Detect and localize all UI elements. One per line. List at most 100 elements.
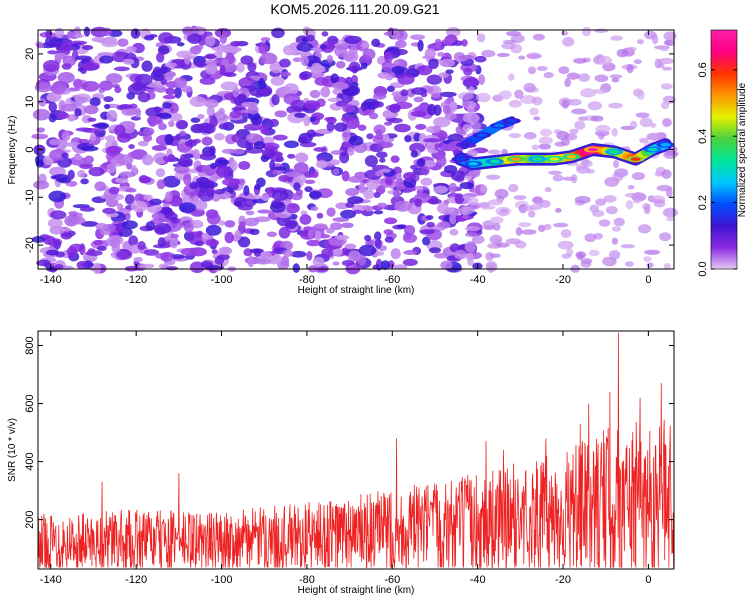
spectrogram-cell xyxy=(383,217,398,225)
spectrogram-marks xyxy=(31,25,679,275)
spectrogram-cell xyxy=(189,231,204,236)
spectrogram-cell xyxy=(423,160,436,168)
spectrogram-cell xyxy=(383,229,394,235)
snr-x-tick-label: 0 xyxy=(645,574,651,586)
spectrogram-cell xyxy=(341,259,355,267)
spectrogram-cell xyxy=(508,132,522,139)
spectrogram-cell xyxy=(414,198,423,208)
spectrogram-ridge-peak xyxy=(493,123,504,128)
spectrogram-x-tick-label: -80 xyxy=(299,274,315,286)
spectrogram-cell xyxy=(214,133,225,141)
spectrogram-cell xyxy=(192,148,200,160)
spectrogram-cell xyxy=(46,93,59,102)
spectrogram-cell xyxy=(439,91,457,97)
spectrogram-cell xyxy=(449,228,459,236)
spectrogram-cell xyxy=(130,200,148,213)
spectrogram-cell xyxy=(73,26,81,36)
spectrogram-cell xyxy=(554,141,566,147)
spectrogram-cell xyxy=(485,262,498,272)
spectrogram-cell xyxy=(433,116,451,128)
spectrogram-cell xyxy=(116,203,124,211)
spectrogram-cell xyxy=(273,166,287,171)
spectrogram-cell xyxy=(210,162,217,169)
spectrogram-cell xyxy=(580,257,593,264)
spectrogram-cell xyxy=(238,87,249,94)
spectrogram-cell xyxy=(409,142,426,153)
spectrogram-cell xyxy=(574,120,586,130)
spectrogram-cell xyxy=(269,118,279,128)
spectrogram-cell xyxy=(170,254,185,260)
spectrogram-cell xyxy=(183,153,195,159)
snr-y-tick-label: 200 xyxy=(24,510,36,528)
spectrogram-cell xyxy=(247,104,259,115)
spectrogram-cell xyxy=(249,248,264,254)
spectrogram-cell xyxy=(309,190,322,199)
spectrogram-cell xyxy=(543,224,552,230)
spectrogram-cell xyxy=(377,141,394,149)
spectrogram-cell xyxy=(390,155,400,163)
spectrogram-cell xyxy=(31,133,49,140)
spectrogram-cell xyxy=(142,134,153,142)
spectrogram-cell xyxy=(661,101,670,110)
spectrogram-cell xyxy=(81,80,100,92)
spectrogram-cell xyxy=(436,203,449,214)
spectrogram-cell xyxy=(433,185,448,194)
spectrogram-cell xyxy=(331,81,349,90)
spectrogram-cell xyxy=(374,231,382,241)
spectrogram-cell xyxy=(218,220,225,226)
spectrogram-cell xyxy=(561,99,570,109)
spectrogram-cell xyxy=(292,263,300,273)
spectrogram-cell xyxy=(314,223,328,229)
spectrogram-cell xyxy=(341,222,354,229)
spectrogram-cell xyxy=(283,140,300,149)
spectrogram-cell xyxy=(360,62,368,70)
spectrogram-cell xyxy=(180,159,193,168)
spectrogram-cell xyxy=(313,147,327,152)
spectrogram-cell xyxy=(364,155,378,168)
spectrogram-cell xyxy=(403,224,416,236)
spectrogram-cell xyxy=(538,143,552,150)
spectrogram-cell xyxy=(280,71,292,77)
spectrogram-cell xyxy=(561,30,569,36)
spectrogram-cell xyxy=(278,226,291,239)
spectrogram-cell xyxy=(259,124,269,135)
spectrogram-cell xyxy=(384,177,393,185)
spectrogram-cell xyxy=(290,99,307,112)
spectrogram-cell xyxy=(642,203,651,210)
spectrogram-cell xyxy=(363,188,375,200)
spectrogram-cell xyxy=(391,65,406,75)
spectrogram-cell xyxy=(137,241,146,251)
spectrogram-cell xyxy=(193,44,204,50)
snr-x-axis: -140 -120 -100 -80 -60 -40 -20 0 xyxy=(40,331,651,586)
spectrogram-cell xyxy=(508,183,519,193)
spectrogram-cell xyxy=(238,77,255,89)
spectrogram-cell xyxy=(326,121,335,132)
spectrogram-cell xyxy=(393,189,400,199)
spectrogram-cell xyxy=(464,226,480,232)
spectrogram-cell xyxy=(498,90,512,100)
spectrogram-cell xyxy=(428,247,442,254)
spectrogram-cell xyxy=(119,171,136,178)
spectrogram-cell xyxy=(397,74,415,85)
spectrogram-cell xyxy=(221,148,237,154)
spectrogram-cell xyxy=(271,93,280,106)
spectrogram-cell xyxy=(637,224,652,234)
spectrogram-cell xyxy=(116,249,133,260)
colorbar-gradient xyxy=(711,30,737,269)
spectrogram-cell xyxy=(105,163,117,174)
spectrogram-cell xyxy=(101,40,118,48)
spectrogram-y-tick-label: -10 xyxy=(24,189,36,205)
spectrogram-cell xyxy=(500,208,509,213)
spectrogram-x-tick-label: -140 xyxy=(40,274,62,286)
spectrogram-cell xyxy=(300,55,310,67)
spectrogram-cell xyxy=(361,205,372,211)
colorbar-tick-label: 0.6 xyxy=(697,62,709,77)
spectrogram-cell xyxy=(250,114,263,126)
spectrogram-cell xyxy=(36,127,46,133)
spectrogram-cell xyxy=(650,123,657,128)
spectrogram-cell xyxy=(639,117,653,128)
spectrogram-cell xyxy=(164,62,177,68)
spectrogram-cell xyxy=(422,236,431,246)
spectrogram-cell xyxy=(538,136,554,145)
spectrogram-cell xyxy=(176,50,193,59)
